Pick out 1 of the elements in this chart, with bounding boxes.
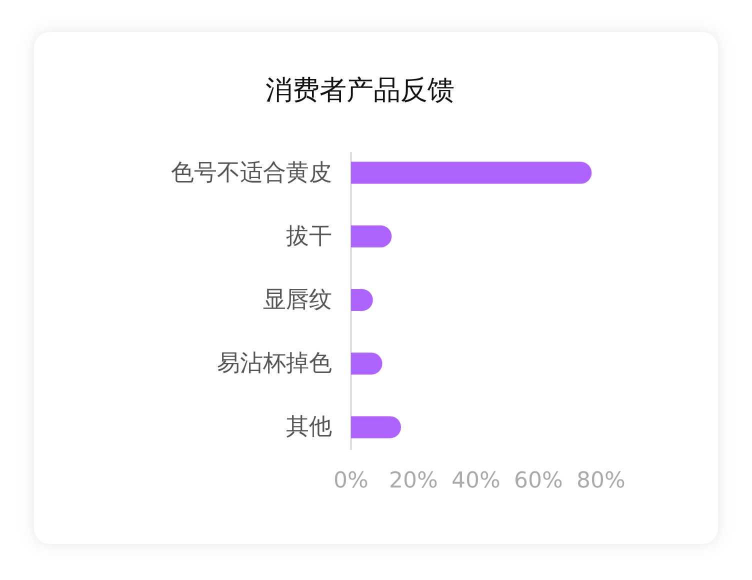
title: 消费者产品反馈 [266,75,454,106]
